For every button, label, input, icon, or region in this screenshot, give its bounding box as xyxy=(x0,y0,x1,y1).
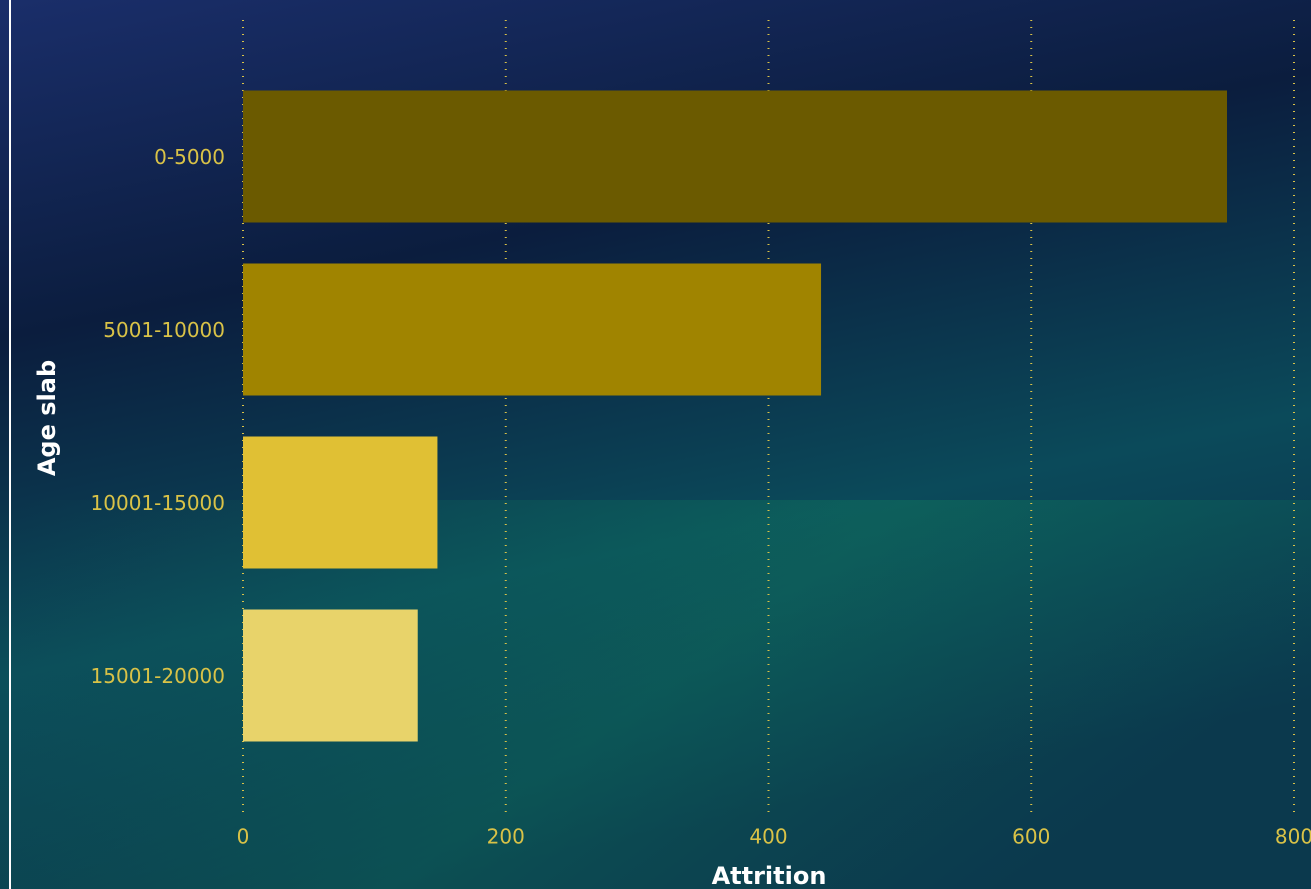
x-axis-title: Attrition xyxy=(712,862,827,889)
x-tick-label: 200 xyxy=(487,825,525,849)
bar xyxy=(243,436,438,569)
y-tick-label: 10001-15000 xyxy=(91,491,225,515)
y-axis-title: Age slab xyxy=(33,360,61,476)
y-tick-label: 5001-10000 xyxy=(103,318,225,342)
x-tick-label: 0 xyxy=(237,825,250,849)
x-tick-label: 600 xyxy=(1012,825,1050,849)
background-glow xyxy=(0,500,1311,889)
bar xyxy=(243,263,822,396)
bar xyxy=(243,90,1227,223)
y-tick-label: 15001-20000 xyxy=(91,664,225,688)
x-tick-label: 800 xyxy=(1275,825,1311,849)
bar xyxy=(243,609,418,742)
x-tick-label: 400 xyxy=(749,825,787,849)
y-tick-label: 0-5000 xyxy=(154,145,225,169)
